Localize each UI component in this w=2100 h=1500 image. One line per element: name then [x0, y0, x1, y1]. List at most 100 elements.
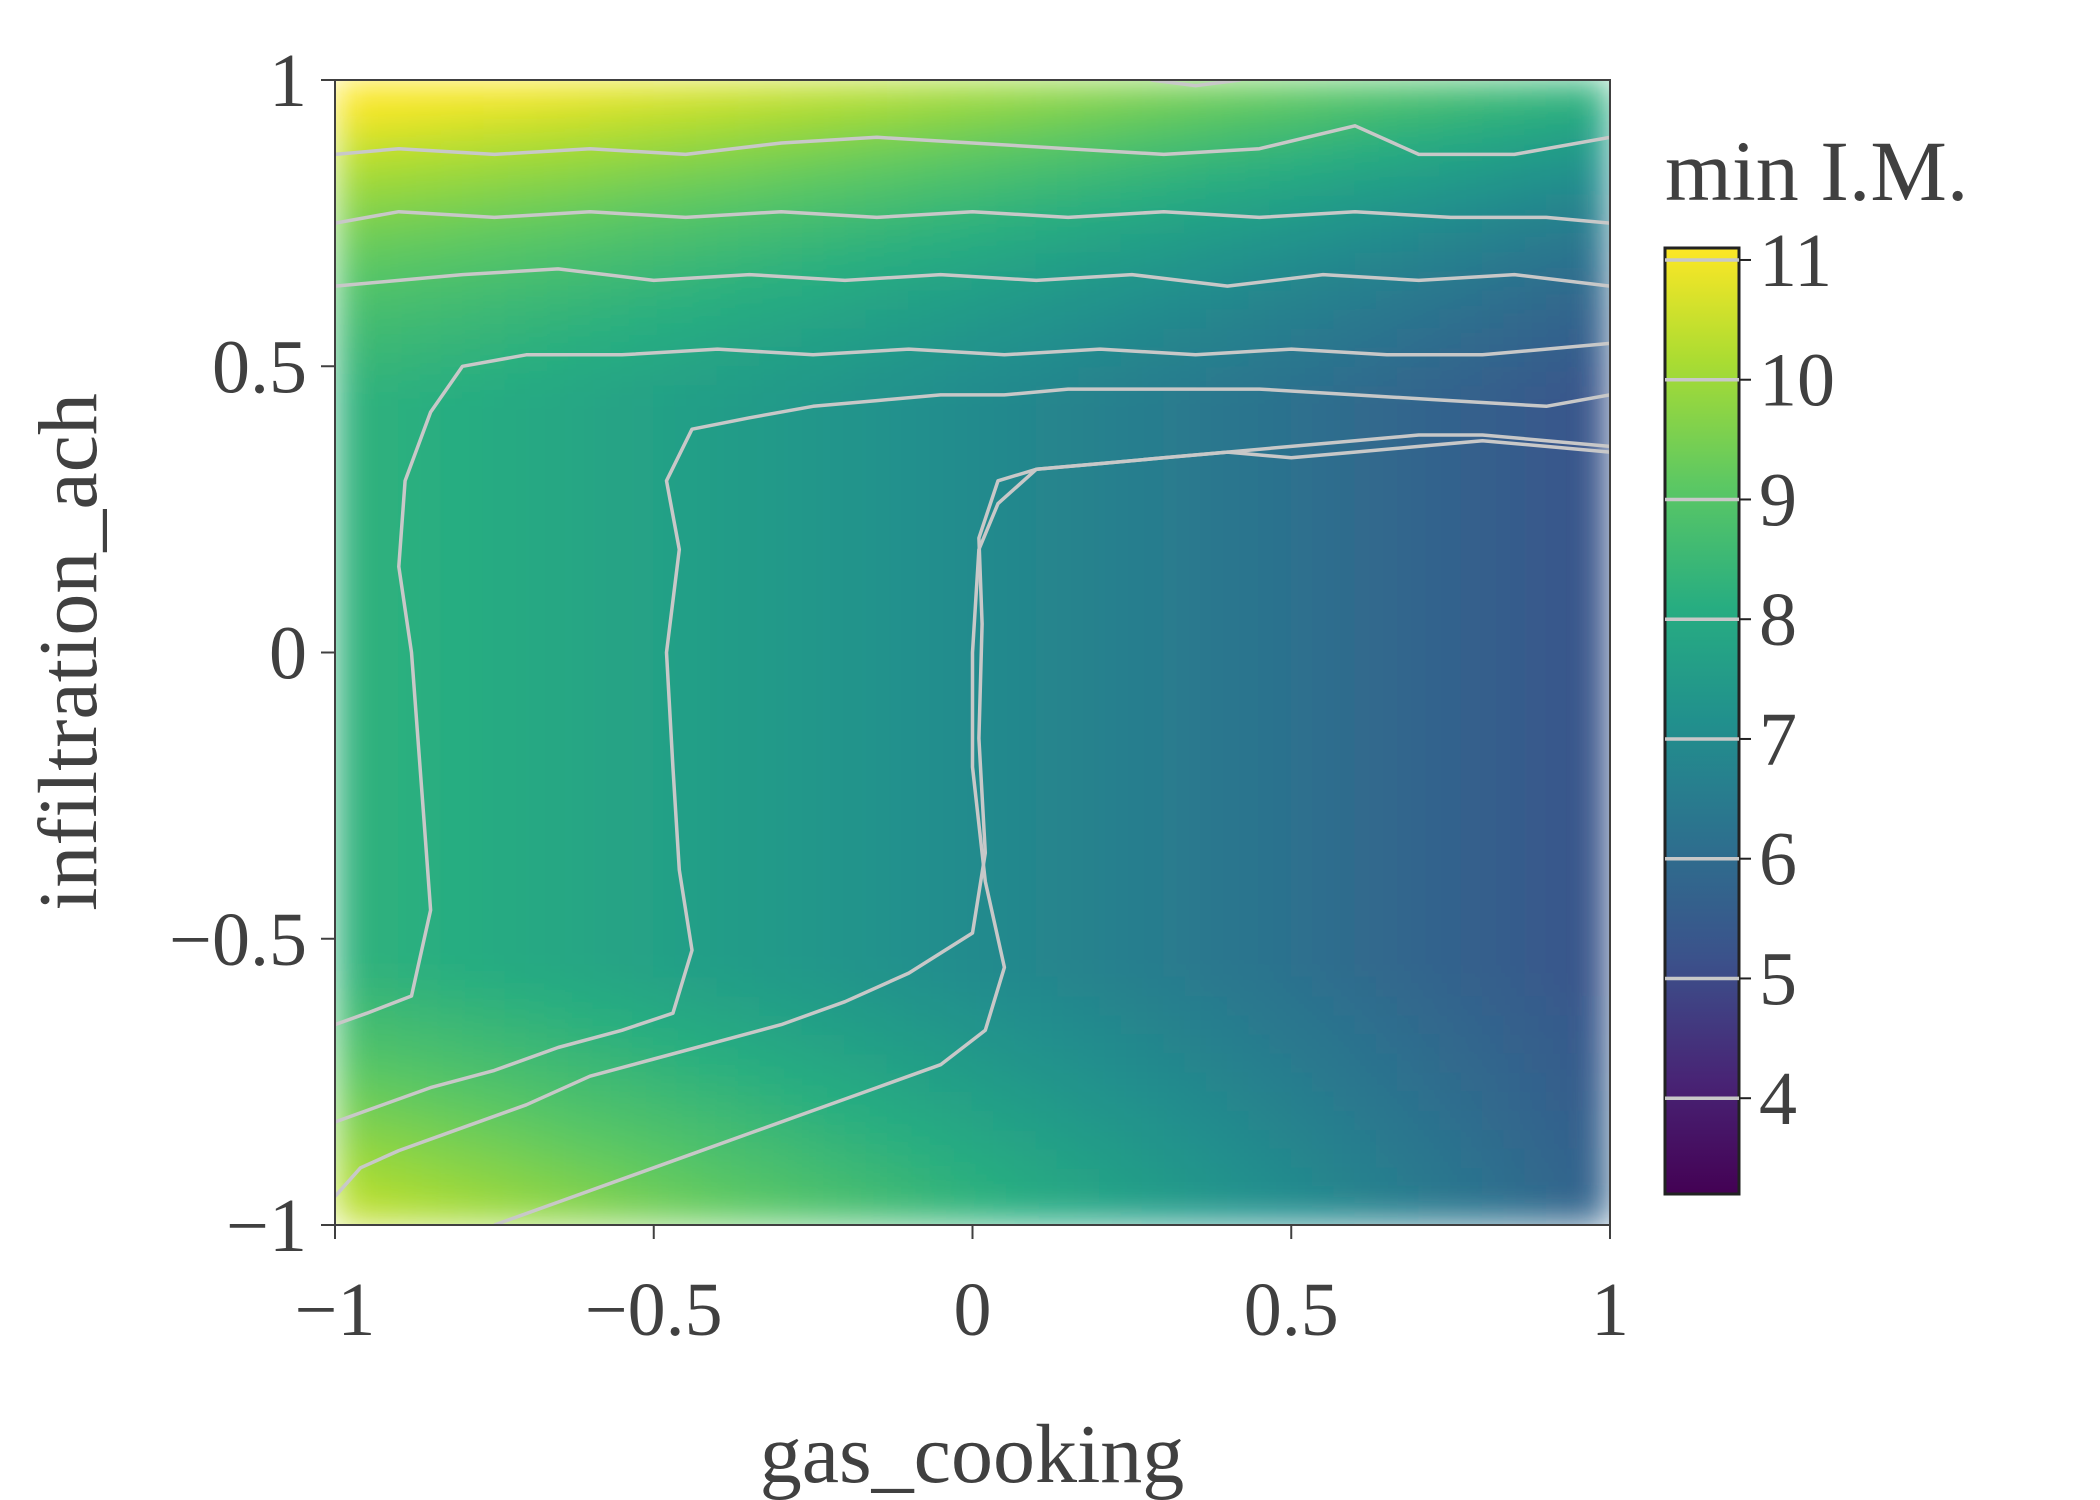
heatmap-cell — [504, 613, 527, 634]
heatmap-cell — [1035, 594, 1058, 615]
heatmap-cell — [1524, 861, 1547, 882]
heatmap-cell — [1142, 327, 1165, 348]
heatmap-cell — [632, 1090, 655, 1111]
heatmap-cell — [1439, 136, 1462, 157]
heatmap-cell — [1439, 709, 1462, 730]
heatmap-cell — [1269, 289, 1292, 310]
heatmap-cell — [1312, 728, 1335, 749]
heatmap-cell — [1205, 938, 1228, 959]
heatmap-cell — [1397, 480, 1420, 501]
heatmap-cell — [462, 766, 485, 787]
heatmap-cell — [950, 346, 973, 367]
heatmap-cell — [1482, 728, 1505, 749]
heatmap-cell — [1460, 270, 1483, 291]
heatmap-cell — [993, 613, 1016, 634]
heatmap-cell — [632, 671, 655, 692]
heatmap-cell — [972, 652, 995, 673]
heatmap-cell — [1014, 709, 1037, 730]
heatmap-cell — [1184, 900, 1207, 921]
heatmap-cell — [547, 632, 570, 653]
heatmap-cell — [1290, 652, 1313, 673]
heatmap-cell — [1184, 308, 1207, 329]
heatmap-cell — [1524, 537, 1547, 558]
heatmap-cell — [1439, 289, 1462, 310]
heatmap-cell — [1205, 1186, 1228, 1207]
heatmap-cell — [1290, 1167, 1313, 1188]
heatmap-cell — [887, 1033, 910, 1054]
heatmap-cell — [1482, 1110, 1505, 1131]
heatmap-cell — [865, 1148, 888, 1169]
heatmap-cell — [950, 232, 973, 253]
heatmap-cell — [950, 594, 973, 615]
heatmap-cell — [1503, 499, 1526, 520]
heatmap-cell — [1333, 1129, 1356, 1150]
heatmap-cell — [1120, 98, 1143, 119]
heatmap-cell — [1545, 1052, 1568, 1073]
heatmap-cell — [1312, 900, 1335, 921]
heatmap-cell — [1014, 919, 1037, 940]
heatmap-cell — [865, 136, 888, 157]
heatmap-cell — [1545, 117, 1568, 138]
heatmap-cell — [1227, 652, 1250, 673]
heatmap-cell — [887, 174, 910, 195]
heatmap-cell — [717, 174, 740, 195]
heatmap-cell — [547, 403, 570, 424]
heatmap-cell — [483, 747, 506, 768]
heatmap-cell — [568, 136, 591, 157]
heatmap-cell — [844, 461, 867, 482]
heatmap-cell — [908, 327, 931, 348]
heatmap-cell — [1418, 709, 1441, 730]
heatmap-cell — [695, 270, 718, 291]
heatmap-cell — [1205, 690, 1228, 711]
heatmap-cell — [1524, 881, 1547, 902]
heatmap-cell — [993, 632, 1016, 653]
heatmap-cell — [717, 80, 740, 100]
heatmap-cell — [1290, 480, 1313, 501]
heatmap-cell — [1333, 327, 1356, 348]
heatmap-cell — [398, 174, 421, 195]
heatmap-cell — [1333, 480, 1356, 501]
heatmap-cell — [865, 1129, 888, 1150]
heatmap-cell — [632, 155, 655, 176]
heatmap-cell — [1354, 1129, 1377, 1150]
heatmap-cell — [823, 861, 846, 882]
heatmap-cell — [653, 881, 676, 902]
heatmap-cell — [780, 1205, 803, 1225]
heatmap-cell — [440, 327, 463, 348]
heatmap-cell — [419, 499, 442, 520]
heatmap-cell — [1545, 957, 1568, 978]
heatmap-cell — [1545, 155, 1568, 176]
heatmap-cell — [462, 1167, 485, 1188]
heatmap-cell — [1354, 80, 1377, 100]
heatmap-cell — [993, 98, 1016, 119]
heatmap-cell — [695, 709, 718, 730]
heatmap-cell — [1269, 938, 1292, 959]
heatmap-cell — [695, 403, 718, 424]
heatmap-cell — [972, 1071, 995, 1092]
heatmap-cell — [568, 842, 591, 863]
heatmap-cell — [887, 766, 910, 787]
heatmap-cell — [525, 594, 548, 615]
heatmap-cell — [908, 900, 931, 921]
heatmap-cell — [632, 403, 655, 424]
heatmap-cell — [1205, 613, 1228, 634]
heatmap-cell — [717, 365, 740, 386]
heatmap-cell — [1269, 98, 1292, 119]
heatmap-cell — [1099, 442, 1122, 463]
heatmap-cell — [1460, 632, 1483, 653]
heatmap-cell — [1397, 957, 1420, 978]
heatmap-cell — [950, 1033, 973, 1054]
heatmap-cell — [1545, 346, 1568, 367]
heatmap-cell — [1567, 766, 1590, 787]
heatmap-cell — [1142, 499, 1165, 520]
heatmap-cell — [1482, 308, 1505, 329]
heatmap-cell — [1142, 652, 1165, 673]
heatmap-cell — [610, 652, 633, 673]
heatmap-cell — [929, 1129, 952, 1150]
heatmap-cell — [1184, 1090, 1207, 1111]
heatmap-cell — [547, 461, 570, 482]
heatmap-cell — [1482, 1033, 1505, 1054]
heatmap-cell — [1460, 1148, 1483, 1169]
heatmap-cell — [1545, 1071, 1568, 1092]
heatmap-cell — [610, 957, 633, 978]
